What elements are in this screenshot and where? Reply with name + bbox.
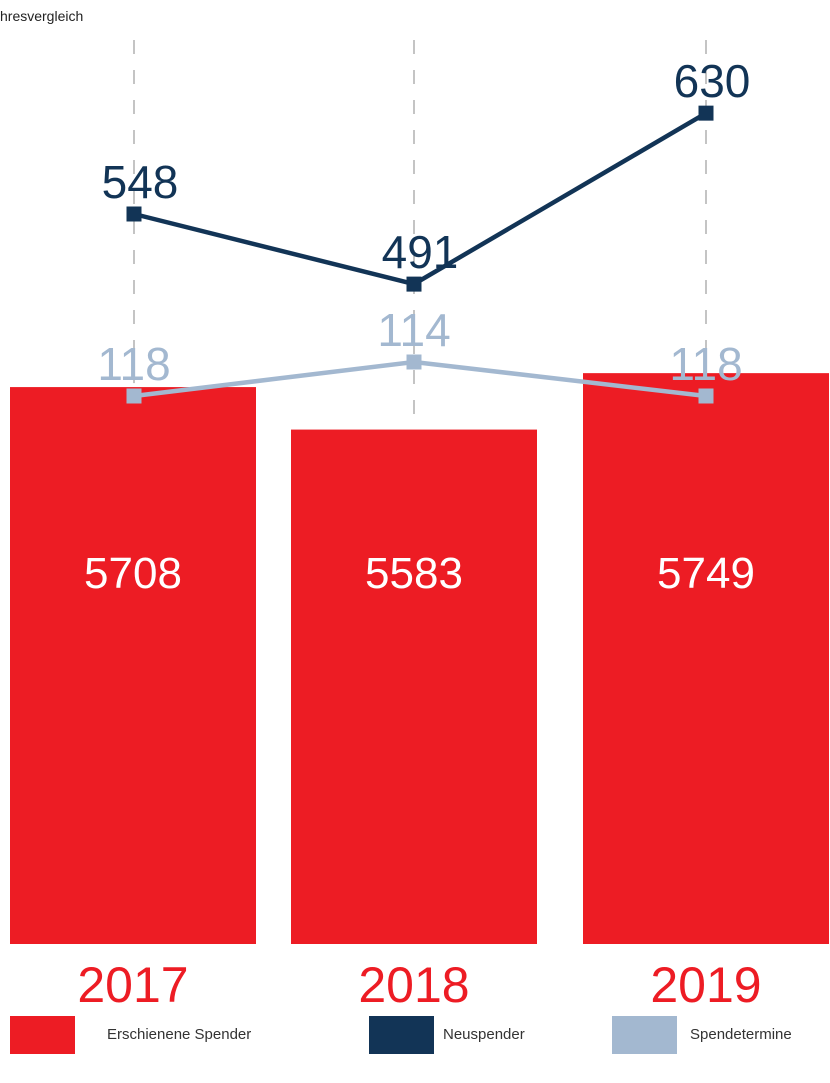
neuspender-point-2018 xyxy=(406,276,422,292)
data-labels: 548 491 630 118 114 118 5708 5583 5749 2017 2018 20… xyxy=(77,55,761,1010)
legend-label: Spendetermine xyxy=(690,1026,792,1043)
category-label-2019: 2019 xyxy=(650,957,761,1010)
chart-title: hresvergleich xyxy=(0,8,84,24)
neuspender-label-2017: 548 xyxy=(102,156,179,208)
legend-label: Erschienene Spender xyxy=(107,1026,252,1043)
category-label-2018: 2018 xyxy=(358,957,469,1010)
spendetermine-point-2017 xyxy=(126,388,142,404)
bar-2017 xyxy=(10,387,256,945)
spendetermine-label-2018: 114 xyxy=(377,304,450,356)
legend-swatch-red xyxy=(10,1016,75,1054)
bar-value-label-2019: 5749 xyxy=(657,549,755,598)
spendetermine-label-2019: 118 xyxy=(669,338,742,390)
legend-swatch-lightblue xyxy=(612,1016,677,1054)
neuspender-point-2017 xyxy=(126,206,142,222)
bar-2019 xyxy=(583,373,829,944)
bar-2018 xyxy=(291,429,537,945)
bar-series xyxy=(10,373,829,945)
legend-label: Neuspender xyxy=(443,1026,525,1043)
spendetermine-point-2019 xyxy=(698,388,714,404)
category-label-2017: 2017 xyxy=(77,957,188,1010)
spendetermine-label-2017: 118 xyxy=(97,338,170,390)
neuspender-point-2019 xyxy=(698,105,714,121)
spendetermine-point-2018 xyxy=(406,354,422,370)
legend-swatch-navy xyxy=(369,1016,434,1054)
chart: 548 491 630 118 114 118 5708 5583 5749 2017 2018 20… xyxy=(10,40,829,1010)
neuspender-label-2018: 491 xyxy=(382,226,459,278)
line-series xyxy=(126,105,714,404)
bar-value-label-2017: 5708 xyxy=(84,549,182,598)
vertical-guides xyxy=(133,40,707,426)
bar-value-label-2018: 5583 xyxy=(365,549,463,598)
neuspender-label-2019: 630 xyxy=(674,55,751,107)
